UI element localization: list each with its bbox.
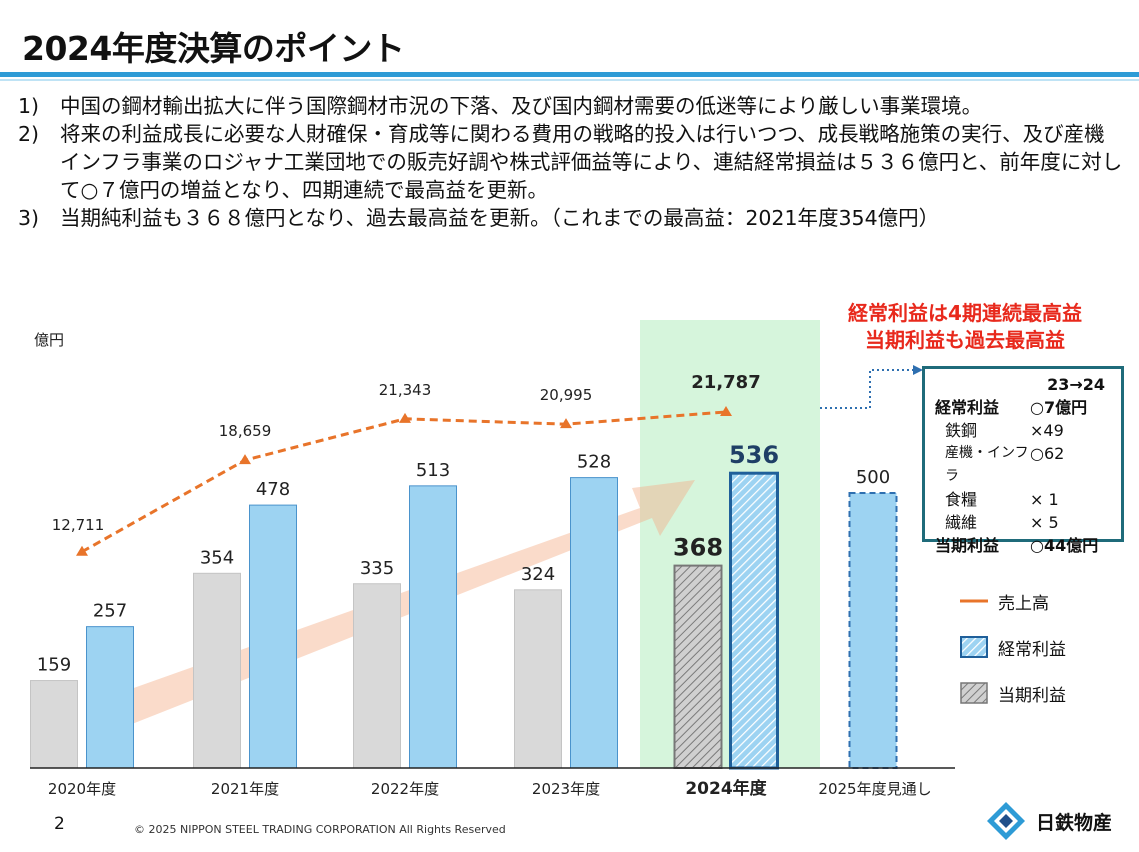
label-net-profit: 159: [37, 655, 71, 676]
legend-item-net-profit: 当期利益: [960, 670, 1066, 716]
title-rule: [0, 72, 1139, 77]
legend-item-sales: 売上高: [960, 578, 1066, 624]
point-1: 1) 中国の鋼材輸出拡大に伴う国際鋼材市況の下落、及び国内鋼材需要の低迷等により…: [18, 92, 1123, 120]
callout-row: 鉄鋼 ×49: [935, 419, 1115, 442]
x-tick-label: 2020年度: [48, 780, 116, 798]
callout-row: 繊維 × 5: [935, 511, 1115, 534]
company-name: 日鉄物産: [1036, 811, 1113, 834]
callout-value: × 5: [1030, 513, 1059, 532]
x-tick-label: 2023年度: [532, 780, 600, 798]
bar-net-profit: [30, 680, 78, 769]
callout-label: 鉄鋼: [945, 421, 978, 440]
legend-label: 当期利益: [998, 685, 1066, 706]
sales-marker: [720, 405, 732, 416]
callout-label: 経常利益: [935, 398, 1000, 417]
bar-net-profit: [673, 564, 723, 769]
label-net-profit: 354: [200, 547, 234, 568]
x-tick-label: 2022年度: [371, 780, 439, 798]
legend-label: 経常利益: [998, 639, 1066, 660]
sales-marker: [399, 412, 411, 423]
callout-value: ○7億円: [1030, 398, 1088, 417]
bar-ordinary-profit: [729, 471, 779, 770]
bar-net-profit: [353, 583, 401, 769]
point-3: 3) 当期純利益も３６８億円となり、過去最高益を更新。（これまでの最高益：202…: [18, 204, 1123, 232]
label-sales: 20,995: [540, 386, 593, 404]
callout-row: 経常利益 ○7億円: [935, 396, 1115, 419]
label-ordinary-profit: 536: [729, 441, 779, 469]
callout-value: × 1: [1030, 490, 1059, 509]
chart-legend: 売上高 経常利益 当期利益: [960, 578, 1066, 716]
sales-line: [81, 410, 727, 554]
key-points: 1) 中国の鋼材輸出拡大に伴う国際鋼材市況の下落、及び国内鋼材需要の低迷等により…: [18, 92, 1123, 232]
label-ordinary-profit: 500: [856, 467, 890, 488]
hatched-gray-icon: [960, 682, 988, 704]
bar-ordinary-profit: [86, 626, 134, 769]
diamond-logo-icon: [987, 802, 1025, 840]
callout-value: ○44億円: [1030, 536, 1099, 555]
profit-change-callout: 23→24 経常利益 ○7億円 鉄鋼 ×49 産機・インフラ ○62 食糧 × 1 繊維…: [922, 366, 1124, 555]
point-number: 3): [18, 206, 40, 230]
callout-value: ○62: [1030, 444, 1065, 463]
headline: 経常利益は4期連続最高益 当期利益も過去最高益: [800, 300, 1130, 354]
callout-row: 食糧 × 1: [935, 488, 1115, 511]
point-text: 当期純利益も３６８億円となり、過去最高益を更新。（これまでの最高益：2021年度…: [60, 206, 940, 230]
label-sales: 21,787: [691, 372, 760, 393]
label-ordinary-profit: 478: [256, 479, 290, 500]
copyright: © 2025 NIPPON STEEL TRADING CORPORATION …: [134, 823, 506, 836]
label-sales: 21,343: [379, 381, 432, 399]
legend-label: 売上高: [998, 593, 1049, 614]
callout-value: ×49: [1030, 421, 1064, 440]
x-tick-label: 2021年度: [211, 780, 279, 798]
point-text: 将来の利益成長に必要な人財確保・育成等に関わる費用の戦略的投入は行いつつ、成長戦…: [60, 122, 1123, 202]
bar-ordinary-profit: [249, 504, 297, 769]
point-2: 2) 将来の利益成長に必要な人財確保・育成等に関わる費用の戦略的投入は行いつつ、…: [18, 120, 1123, 204]
bar-ordinary-profit: [409, 485, 457, 769]
title-rule-light: [0, 79, 1139, 81]
x-tick-label: 2024年度: [685, 778, 767, 799]
bar-ordinary-profit: [570, 477, 618, 769]
bar-net-profit: [193, 572, 241, 769]
callout-label: 繊維: [945, 513, 978, 532]
page-title: 2024年度決算のポイント: [22, 29, 405, 68]
callout-label: 産機・インフラ: [945, 445, 1029, 484]
callout-connector: [820, 369, 915, 409]
point-number: 2): [18, 122, 40, 146]
callout-label: 食糧: [945, 490, 978, 509]
bar-net-profit: [514, 589, 562, 769]
label-net-profit: 368: [673, 534, 723, 562]
y-axis-unit: 億円: [34, 331, 64, 349]
callout-label: 当期利益: [935, 536, 1000, 555]
legend-item-ordinary-profit: 経常利益: [960, 624, 1066, 670]
sales-marker: [76, 545, 88, 556]
label-ordinary-profit: 528: [577, 452, 611, 473]
headline-line-1: 経常利益は4期連続最高益: [848, 301, 1082, 325]
callout-arrowhead: [913, 365, 923, 375]
company-logo: 日鉄物産: [986, 801, 1112, 841]
x-tick-label: 2025年度見通し: [818, 780, 931, 798]
label-ordinary-profit: 257: [93, 601, 127, 622]
sales-marker: [560, 418, 572, 429]
point-number: 1): [18, 94, 40, 118]
dashed-line-icon: [960, 599, 988, 603]
headline-line-2: 当期利益も過去最高益: [865, 328, 1065, 352]
sales-marker: [239, 454, 251, 465]
label-sales: 18,659: [219, 422, 272, 440]
point-text: 中国の鋼材輸出拡大に伴う国際鋼材市況の下落、及び国内鋼材需要の低迷等により厳しい…: [60, 94, 983, 118]
hatched-blue-icon: [960, 636, 988, 658]
label-net-profit: 324: [521, 564, 555, 585]
callout-header: 23→24: [1047, 375, 1105, 394]
page-number: 2: [54, 814, 65, 834]
label-ordinary-profit: 513: [416, 460, 450, 481]
label-sales: 12,711: [52, 516, 105, 534]
label-net-profit: 335: [360, 558, 394, 579]
callout-row: 当期利益 ○44億円: [935, 534, 1115, 557]
callout-row: 産機・インフラ ○62: [935, 442, 1115, 488]
bar-ordinary-profit-forecast: [848, 492, 898, 769]
